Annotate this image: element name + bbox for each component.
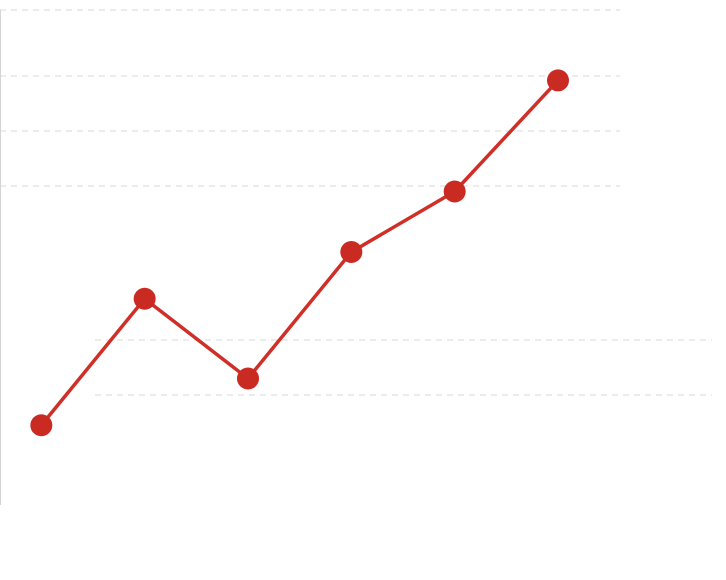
data-point-4 [340,241,363,263]
data-point-3 [237,367,259,390]
data-point-6 [547,69,569,92]
series-line [39,78,560,427]
data-point-1 [30,414,53,437]
data-point-2 [133,287,156,310]
grid-layer [0,9,712,396]
point-layer [30,69,569,437]
data-point-5 [443,180,466,203]
series-layer [39,78,560,427]
